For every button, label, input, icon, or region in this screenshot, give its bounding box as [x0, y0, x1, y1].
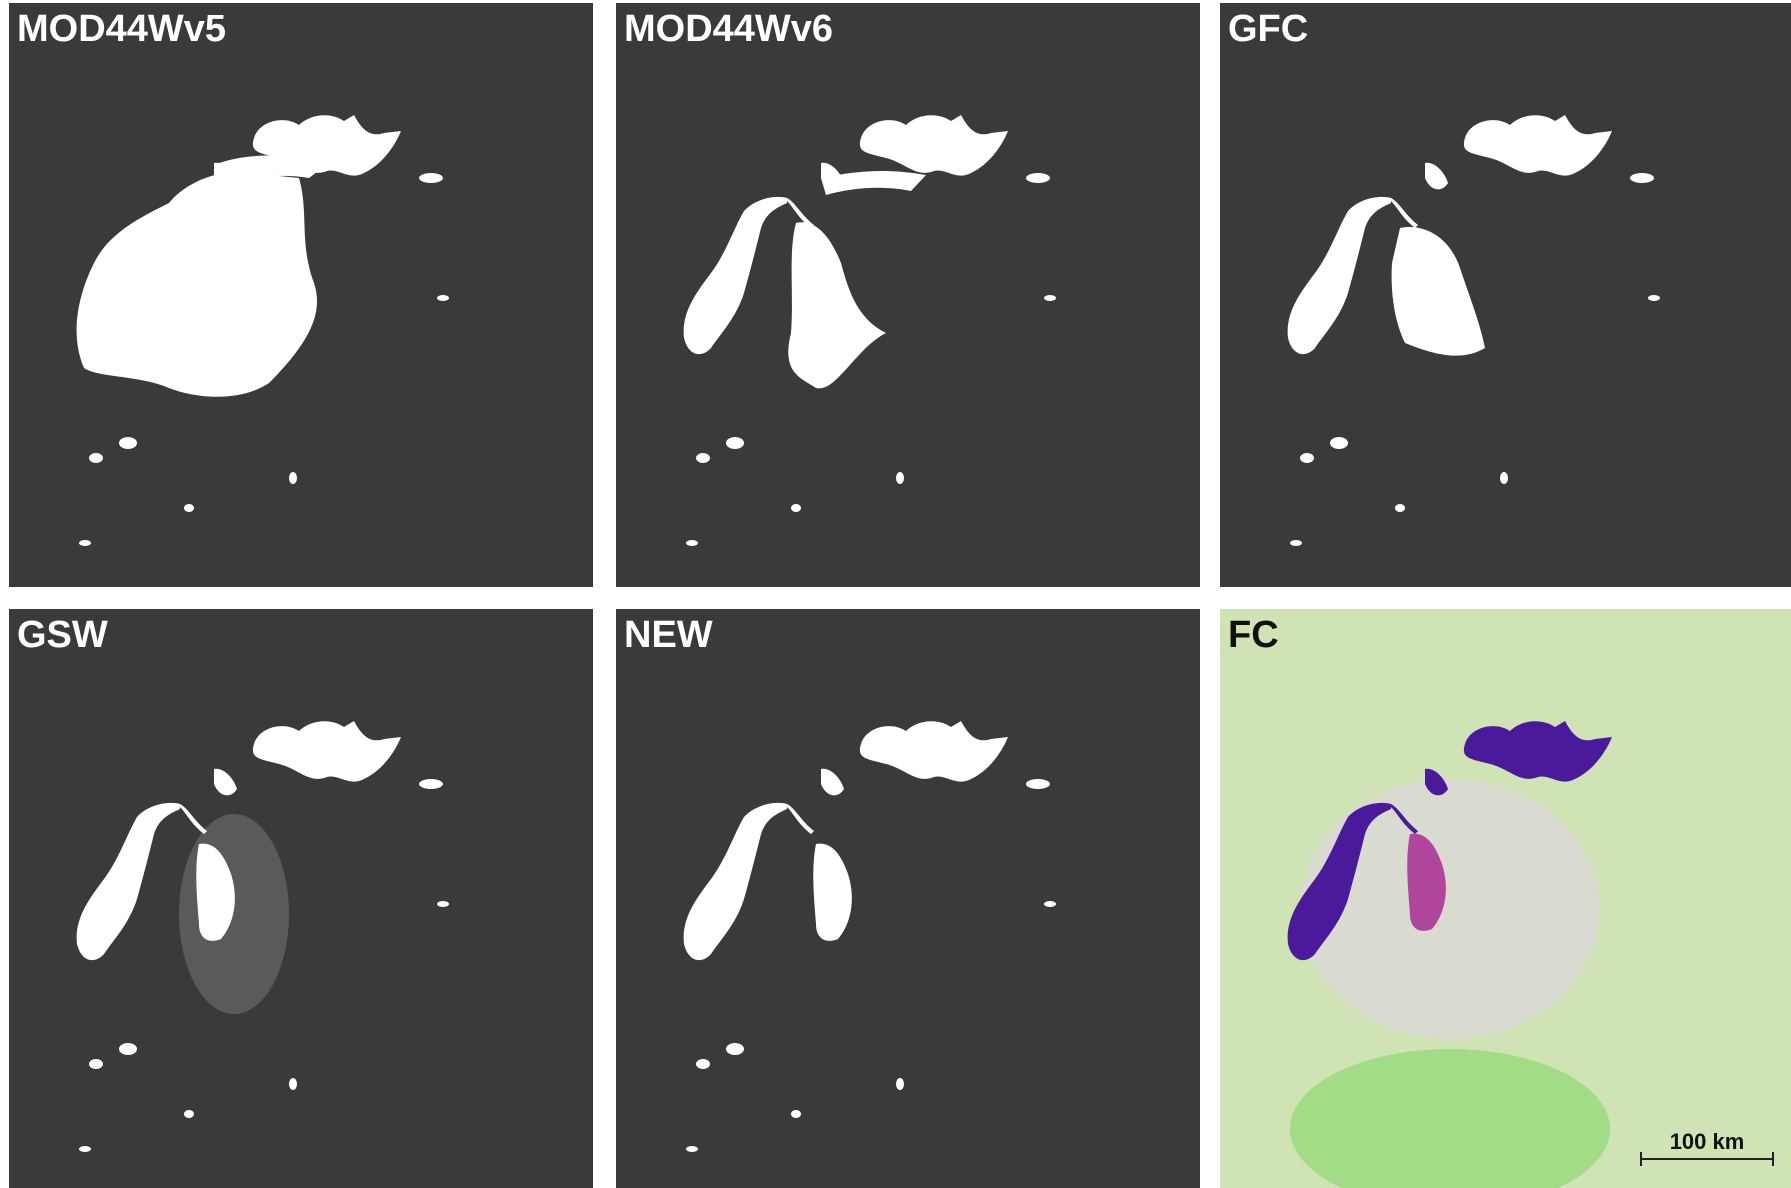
panel: GSW	[9, 609, 593, 1188]
scale-bar-label: 100 km	[1670, 1129, 1745, 1154]
panel-label: MOD44Wv6	[624, 8, 833, 50]
panel-label: NEW	[624, 614, 713, 656]
panel: FC 100 km	[1220, 609, 1791, 1188]
panel: GFC	[1220, 3, 1791, 587]
panel: MOD44Wv5	[9, 3, 593, 587]
panel: MOD44Wv6	[616, 3, 1200, 587]
panel: NEW	[616, 609, 1200, 1188]
panel-label: GFC	[1228, 8, 1308, 50]
figure: MOD44Wv5 MOD44Wv6 GFC GSW NEW FC 100 km	[0, 0, 1791, 1188]
panel-label: GSW	[17, 614, 108, 656]
panel-label: FC	[1228, 614, 1279, 656]
panel-label: MOD44Wv5	[17, 8, 226, 50]
